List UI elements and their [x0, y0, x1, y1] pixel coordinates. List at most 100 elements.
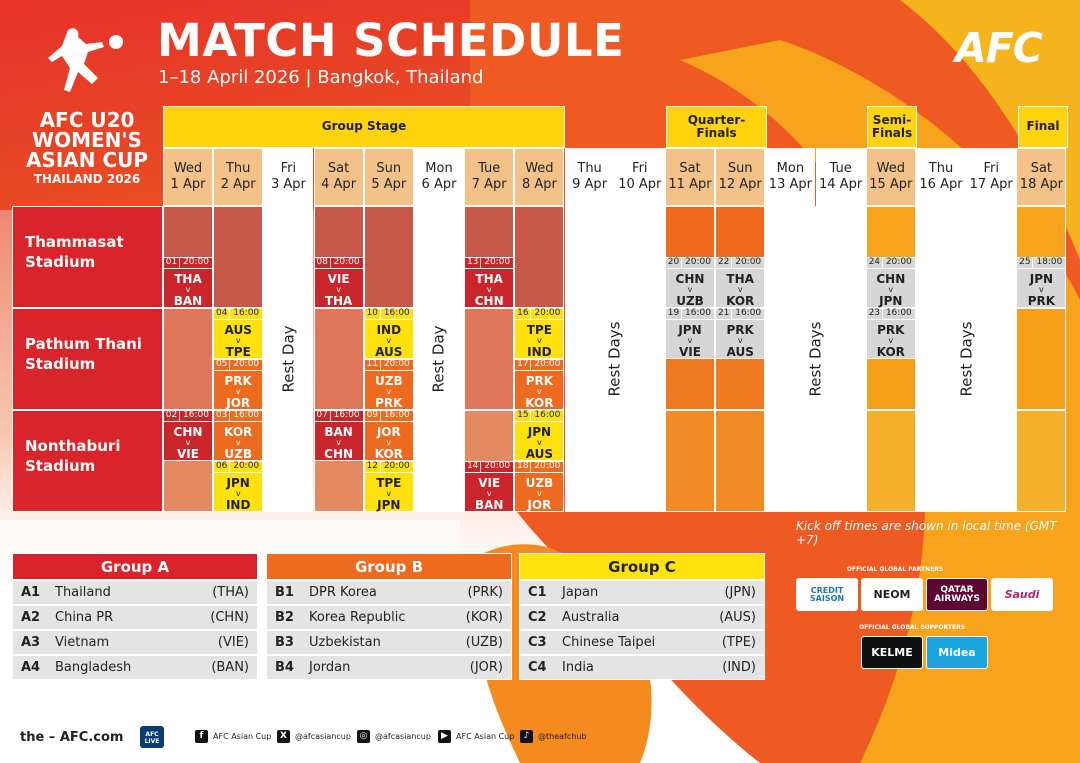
team-code: B1 [275, 585, 294, 600]
match-card[interactable]: 13 20:00 THA v CHN [464, 257, 515, 308]
schedule-cell [213, 206, 264, 308]
match-card[interactable]: 23 16:00 PRK v KOR [865, 308, 916, 359]
day-weekday: Mon [776, 160, 805, 176]
away-team: JOR [527, 498, 552, 512]
match-card[interactable]: 21 16:00 PRK v AUS [715, 308, 766, 359]
facebook-link[interactable]: f AFC Asian Cup [195, 730, 271, 743]
match-card[interactable]: 08 20:00 VIE v THA [313, 257, 364, 308]
group-team-row: C2 Australia (AUS) [519, 605, 765, 630]
home-team: JPN [678, 323, 702, 337]
schedule-cell [1016, 410, 1067, 512]
x-link[interactable]: X @afcasiancup [277, 730, 351, 743]
match-card[interactable]: 11 20:00 UZB v PRK [363, 359, 414, 410]
day-header-9: Thu 9 Apr [564, 148, 615, 206]
match-card[interactable]: 22 20:00 THA v KOR [715, 257, 766, 308]
match-time: 16:00 [735, 308, 762, 318]
match-number: 25 [1017, 258, 1034, 268]
schedule-cell [865, 410, 916, 512]
team-code: B2 [275, 610, 294, 625]
match-number: 15 [515, 411, 532, 421]
team-abbr: (IND) [722, 660, 756, 675]
home-team: TPE [376, 476, 402, 490]
instagram-link[interactable]: ◎ @afcasiancup [357, 730, 431, 743]
match-card[interactable]: 06 20:00 JPN v IND [213, 461, 264, 512]
match-header: 07 16:00 [314, 410, 363, 422]
team-name: China PR [55, 610, 114, 625]
away-team: IND [527, 345, 552, 359]
match-card[interactable]: 09 16:00 JOR v KOR [363, 410, 414, 461]
match-header: 10 16:00 [364, 309, 413, 320]
match-number: 08 [315, 258, 331, 268]
away-team: KOR [525, 396, 554, 410]
stage-group: Group Stage [163, 106, 565, 148]
tiktok-link[interactable]: ♪ @theafchub [520, 730, 586, 743]
match-card[interactable]: 15 16:00 JPN v AUS [514, 410, 565, 461]
day-date: 9 Apr [572, 177, 608, 192]
x-label: @afcasiancup [295, 732, 351, 741]
match-card[interactable]: 24 20:00 CHN v JPN [865, 257, 916, 308]
match-header: 23 16:00 [866, 309, 915, 320]
match-time: 16:00 [333, 410, 360, 420]
match-card[interactable]: 14 20:00 VIE v BAN [464, 461, 515, 512]
match-header: 02 16:00 [164, 411, 212, 422]
match-card[interactable]: 07 16:00 BAN v CHN [313, 410, 364, 461]
versus-label: v [185, 285, 191, 294]
match-card[interactable]: 04 16:00 AUS v TPE [213, 308, 264, 359]
group-team-row: A2 China PR (CHN) [12, 605, 258, 630]
schedule-cell [715, 410, 766, 512]
match-card[interactable]: 05 20:00 PRK v JOR [213, 359, 264, 410]
match-card[interactable]: 17 20:00 PRK v KOR [514, 359, 565, 410]
match-time: 16:00 [383, 410, 410, 420]
day-date: 2 Apr [220, 177, 256, 192]
stage-quarter-finals: Quarter- Finals [666, 106, 767, 148]
match-card[interactable]: 16 20:00 TPE v IND [514, 308, 565, 359]
afc-live-link[interactable]: AFC LIVE [140, 726, 164, 748]
versus-label: v [336, 438, 341, 447]
match-time: 20:00 [534, 359, 561, 369]
logo-line-2: WOMEN'S [32, 128, 142, 152]
group-team-row: B1 DPR Korea (PRK) [266, 580, 512, 605]
group-team-row: A3 Vietnam (VIE) [12, 630, 258, 655]
match-header: 21 16:00 [716, 308, 765, 320]
match-card[interactable]: 10 16:00 IND v AUS [363, 308, 414, 359]
group-team-row: C3 Chinese Taipei (TPE) [519, 630, 765, 655]
site-link[interactable]: the – AFC.com [20, 730, 124, 745]
supporters-label: OFFICIAL GLOBAL SUPPORTERS [858, 624, 966, 631]
match-time: 20:00 [333, 257, 360, 267]
x-icon: X [277, 730, 290, 743]
match-header: 16 20:00 [515, 309, 564, 320]
match-card[interactable]: 25 18:00 JPN v PRK [1016, 257, 1067, 308]
youtube-link[interactable]: ▶ AFC Asian Cup [438, 730, 514, 743]
day-weekday: Tue [829, 160, 852, 176]
match-header: 08 20:00 [314, 257, 363, 269]
match-card[interactable]: 20 20:00 CHN v UZB [665, 257, 715, 308]
match-header: 18 20:00 [515, 461, 564, 473]
day-date: 14 Apr [819, 177, 863, 192]
match-header: 13 20:00 [465, 258, 514, 269]
team-abbr: (KOR) [465, 610, 503, 625]
group-team-row: B3 Uzbekistan (UZB) [266, 630, 512, 655]
match-time: 20:00 [383, 359, 410, 369]
team-code: A1 [21, 585, 41, 600]
home-team: CHN [876, 272, 906, 286]
rest-days-label: Rest Days [605, 321, 624, 397]
match-card[interactable]: 01 20:00 THA v BAN [163, 257, 213, 308]
day-weekday: Wed [173, 160, 203, 176]
match-card[interactable]: 12 20:00 TPE v JPN [363, 461, 414, 512]
day-date: 1 Apr [170, 177, 206, 192]
match-card[interactable]: 18 20:00 UZB v JOR [514, 461, 565, 512]
match-card[interactable]: 02 16:00 CHN v VIE [163, 410, 213, 461]
day-date: 13 Apr [768, 177, 812, 192]
team-code: A3 [21, 635, 41, 650]
match-time: 20:00 [233, 359, 260, 369]
match-card[interactable]: 19 16:00 JPN v VIE [665, 308, 715, 359]
match-number: 02 [164, 411, 180, 421]
match-card[interactable]: 03 16:00 KOR v UZB [213, 410, 264, 461]
day-header-2: Thu 2 Apr [213, 148, 264, 206]
match-time: 20:00 [534, 461, 561, 471]
away-team: IND [225, 498, 251, 512]
match-number: 14 [465, 462, 482, 472]
versus-label: v [737, 336, 743, 345]
match-header: 15 16:00 [515, 411, 564, 422]
partners-label: OFFICIAL GLOBAL PARTNERS [846, 566, 944, 573]
